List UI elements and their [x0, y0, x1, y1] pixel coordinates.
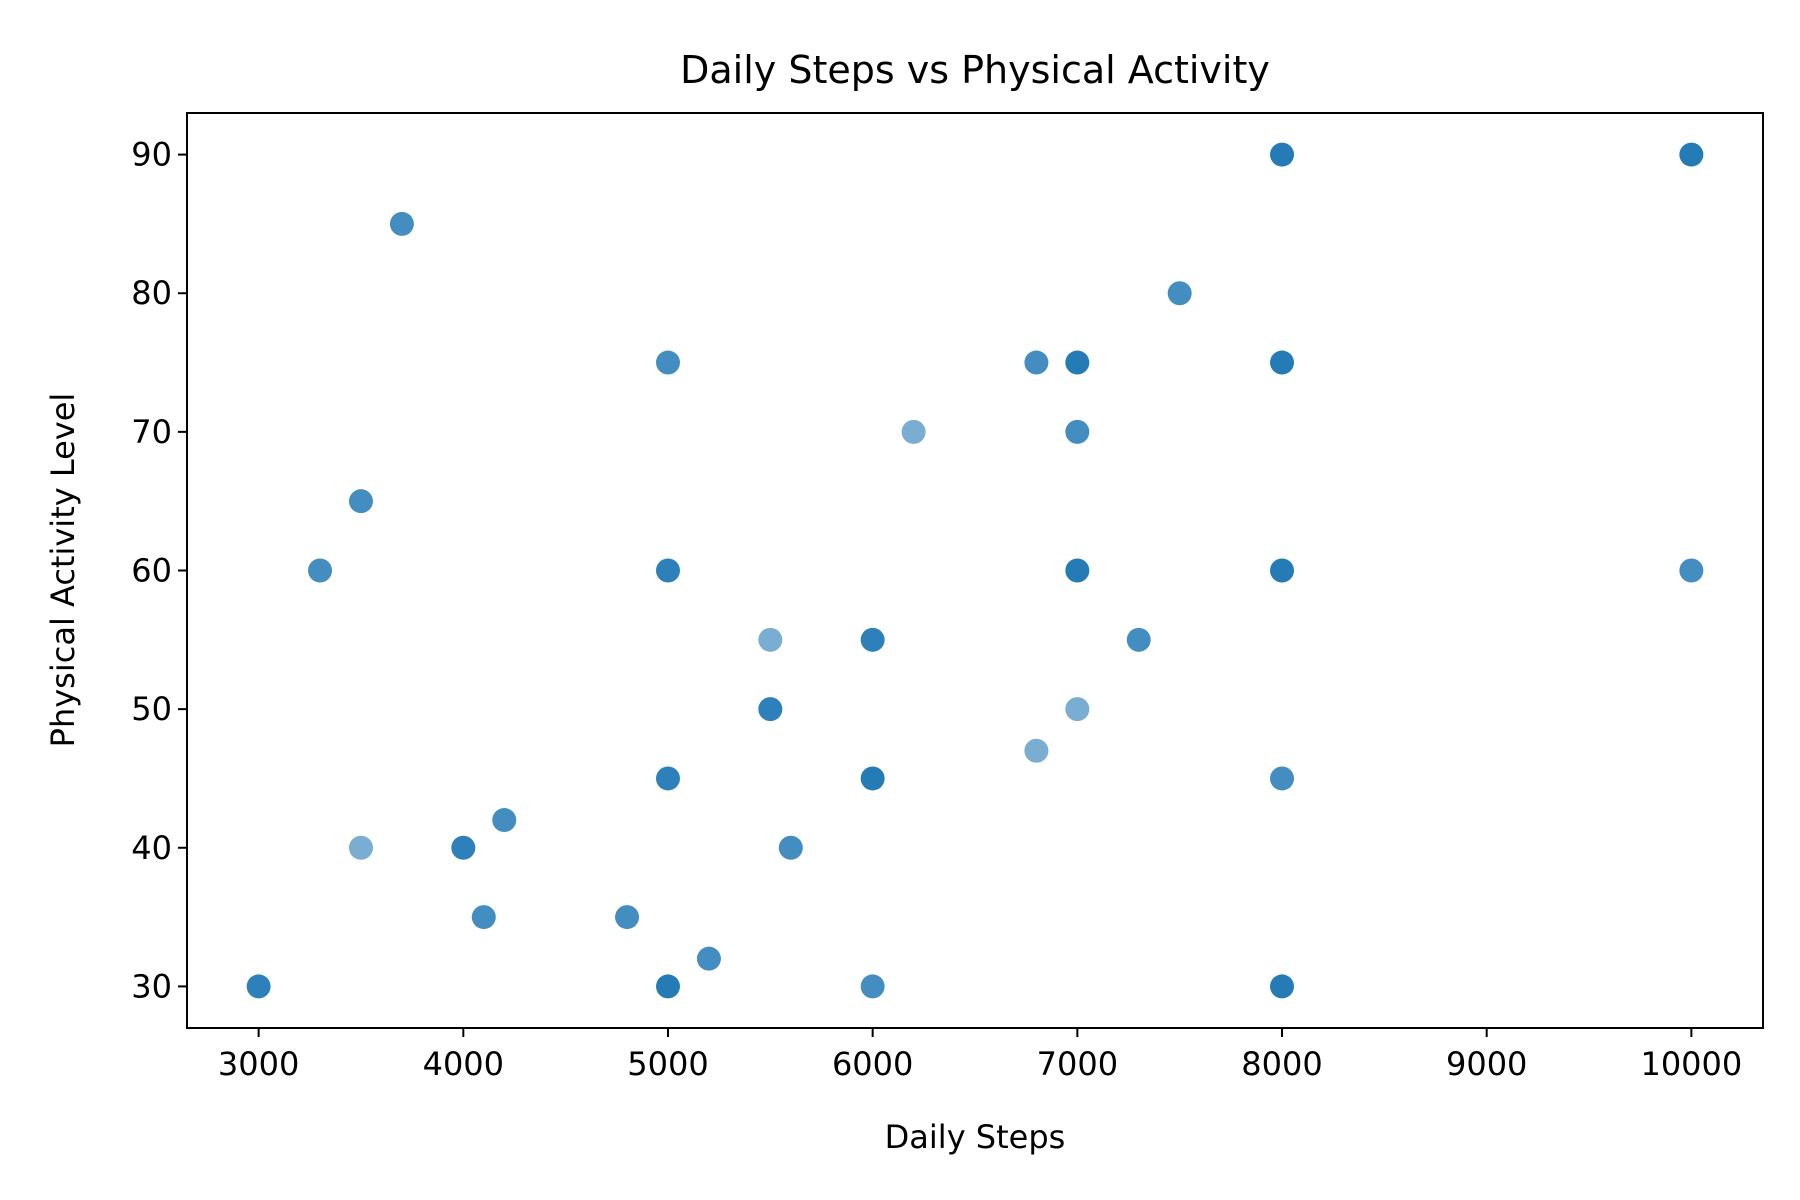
data-point-2 [308, 558, 333, 583]
data-point-16 [758, 697, 783, 722]
y-tick-label-2: 50 [131, 690, 172, 728]
chart-title: Daily Steps vs Physical Activity [680, 48, 1270, 92]
data-point-31 [1270, 350, 1295, 375]
x-tick-label-7: 10000 [1640, 1045, 1742, 1083]
y-tick-label-3: 60 [131, 552, 172, 590]
data-point-29 [1167, 281, 1192, 306]
data-point-21 [901, 419, 926, 444]
data-point-13 [655, 974, 680, 999]
x-axis-label: Daily Steps [885, 1118, 1066, 1156]
data-point-12 [655, 766, 680, 791]
data-point-8 [492, 808, 517, 833]
data-point-33 [1270, 766, 1295, 791]
data-point-1 [246, 974, 271, 999]
data-point-20 [860, 974, 885, 999]
y-tick-label-1: 40 [131, 829, 172, 867]
data-point-7 [471, 905, 496, 930]
points-layer [246, 142, 1704, 999]
data-point-14 [696, 946, 721, 971]
data-point-5 [389, 211, 414, 236]
data-point-15 [758, 627, 783, 652]
data-point-27 [1065, 697, 1090, 722]
data-point-6 [451, 835, 476, 860]
data-point-34 [1270, 974, 1295, 999]
x-tick-label-2: 5000 [627, 1045, 708, 1083]
data-point-18 [860, 627, 885, 652]
data-point-3 [348, 489, 373, 514]
x-tick-label-5: 8000 [1241, 1045, 1322, 1083]
x-axis-ticks: 3000 4000 5000 6000 7000 8000 9000 10000 [218, 1028, 1742, 1083]
x-tick-label-1: 4000 [423, 1045, 504, 1083]
y-axis-ticks: 30 40 50 60 70 80 90 [131, 136, 187, 1005]
data-point-32 [1270, 558, 1295, 583]
x-tick-label-4: 7000 [1037, 1045, 1118, 1083]
data-point-11 [655, 558, 680, 583]
data-point-25 [1065, 419, 1090, 444]
data-point-35 [1679, 142, 1704, 167]
y-tick-label-0: 30 [131, 967, 172, 1005]
data-point-19 [860, 766, 885, 791]
data-point-22 [1024, 350, 1049, 375]
x-tick-label-6: 9000 [1446, 1045, 1527, 1083]
data-point-36 [1679, 558, 1704, 583]
data-point-24 [1065, 350, 1090, 375]
y-tick-label-6: 90 [131, 136, 172, 174]
data-point-26 [1065, 558, 1090, 583]
data-point-30 [1270, 142, 1295, 167]
y-tick-label-5: 80 [131, 274, 172, 312]
data-point-28 [1126, 627, 1151, 652]
y-tick-label-4: 70 [131, 413, 172, 451]
y-axis-label: Physical Activity Level [44, 393, 82, 748]
data-point-4 [348, 835, 373, 860]
plot-area-frame [186, 112, 1764, 1029]
data-point-9 [615, 905, 640, 930]
data-point-23 [1024, 738, 1049, 763]
x-tick-label-0: 3000 [218, 1045, 299, 1083]
data-point-10 [655, 350, 680, 375]
data-point-17 [778, 835, 803, 860]
x-tick-label-3: 6000 [832, 1045, 913, 1083]
